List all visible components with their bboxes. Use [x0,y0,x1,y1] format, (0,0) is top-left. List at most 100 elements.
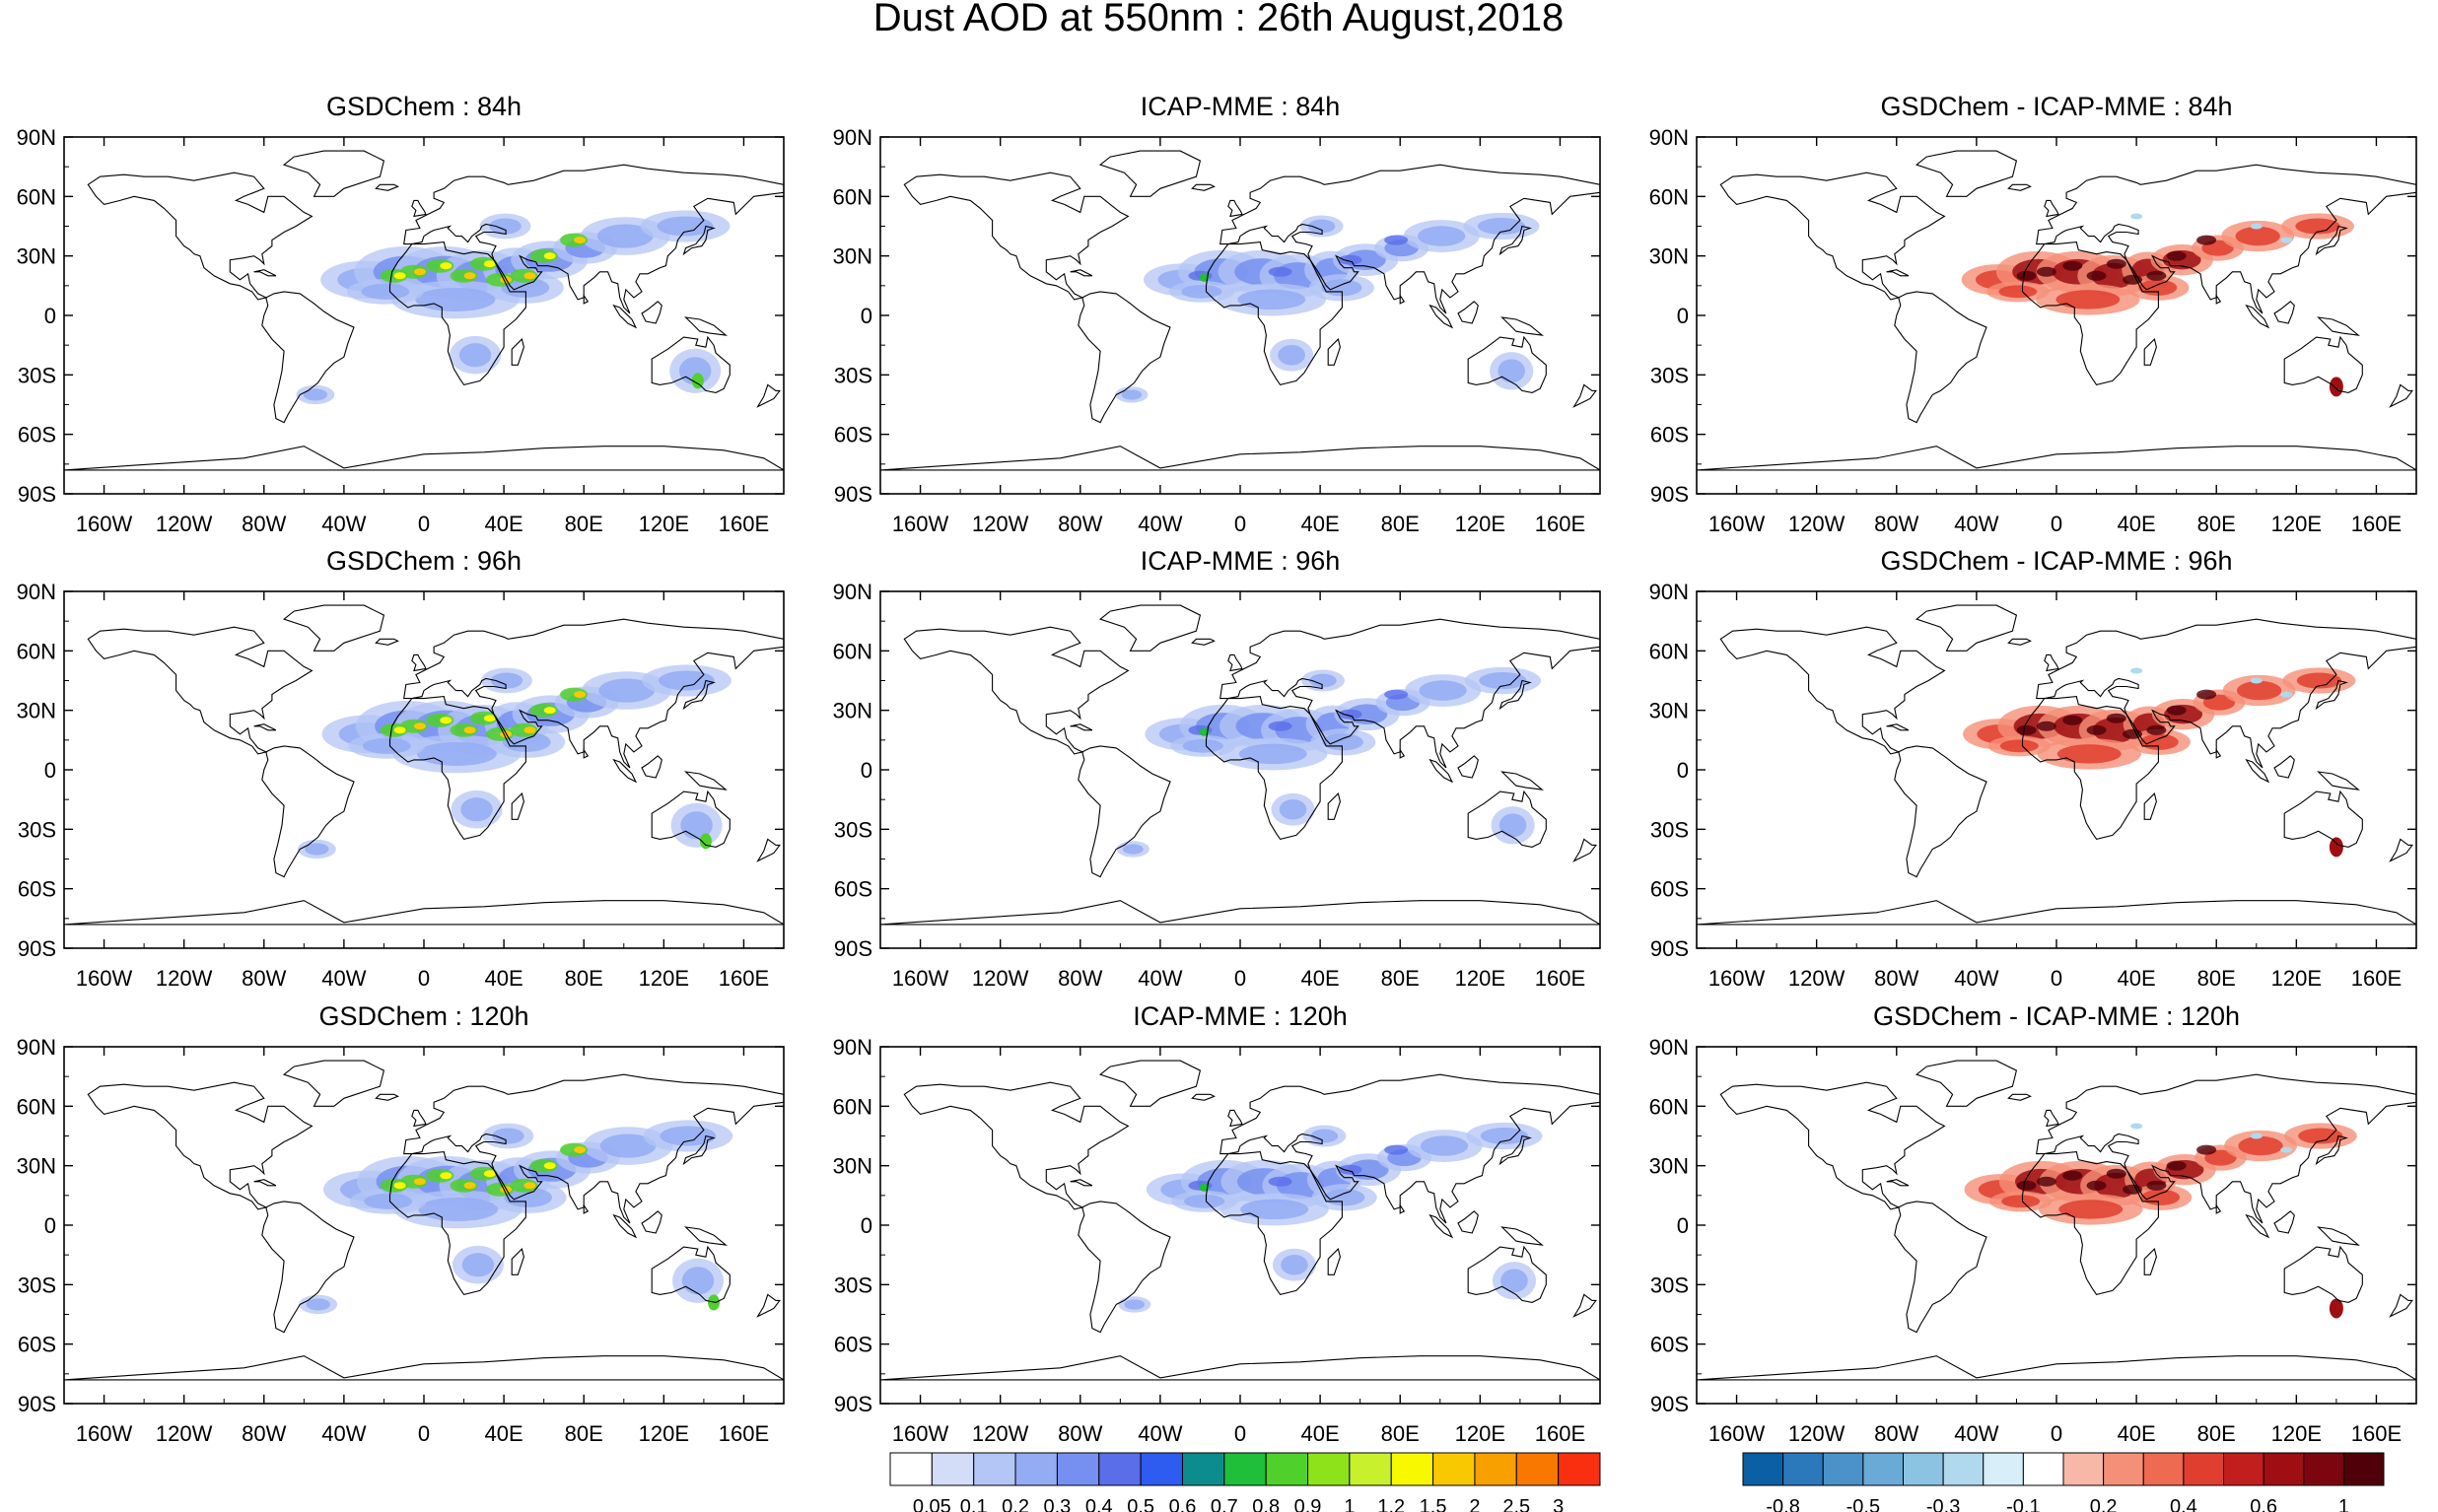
lon-label: 80E [2197,966,2236,991]
coastline-antarctica [64,1355,784,1381]
lon-label: 80E [2197,1421,2236,1446]
dust-hotspot [529,703,558,718]
dust-plume [660,1126,717,1146]
coastline-british-isles [411,199,427,218]
coastline-north-america [903,172,1130,301]
lon-label: 120W [972,512,1029,536]
dust-plume [1309,673,1337,688]
colorbar-swatch [1098,1452,1142,1486]
coastline-madagascar [1327,1248,1341,1275]
lon-label: 160W [1708,512,1766,536]
lon-label: 120W [1788,966,1846,991]
coastline-new-zealand [756,1293,781,1318]
lon-label: 0 [418,966,430,991]
coastline-eurasia [403,1073,784,1224]
lat-label: 90N [1649,580,1689,604]
colorbar-swatch [1742,1452,1784,1486]
lon-label: 0 [2051,966,2062,991]
difference-area [2235,226,2280,246]
coastline-new-guinea [2317,316,2361,336]
lon-label: 120W [1788,512,1846,536]
coastline-eurasia [2036,1073,2416,1224]
coastline-iceland [375,1093,399,1101]
dust-hotspot [691,373,704,389]
lon-label: 160E [719,1421,769,1446]
colorbar-label: -0.8 [1766,1496,1799,1512]
dust-hotspot [1338,1164,1362,1175]
lat-label: 30N [17,1154,56,1179]
lat-label: 0 [44,1213,56,1238]
coastline-antarctica [1697,446,2416,471]
lat-label: 60N [1649,184,1689,209]
coastline-new-guinea [2317,771,2361,790]
lon-label: 80E [565,966,603,991]
dust-plume [1500,1269,1528,1293]
colorbar-label: 2 [1469,1496,1480,1512]
panel-title: ICAP-MME : 120h [1133,1001,1348,1031]
coastline-australia [651,335,731,393]
lon-label: 120W [156,966,213,991]
dust-hotspot [483,260,496,268]
coastline-new-zealand [1572,838,1597,862]
coastline-south-america [261,291,355,424]
coastline-eurasia [2036,618,2416,769]
coastline-british-isles [411,653,427,672]
dust-plume [1477,217,1526,236]
difference-area [2196,689,2217,700]
lon-label: 40E [1301,966,1340,991]
coastline-japan [1498,225,1532,256]
coastline-south-america [1894,291,1987,424]
dust-plume [416,741,497,766]
colorbar-swatch [1307,1452,1351,1486]
difference-area [2001,1195,2041,1208]
dust-plume [1182,739,1223,753]
coastline-borneo [641,1210,662,1234]
dust-hotspot [486,1182,515,1197]
colorbar-swatch [2062,1452,2105,1486]
coastline-sumatra [1428,304,1454,329]
difference-area [2016,1180,2037,1191]
difference-area [1999,739,2039,753]
lon-label: 160E [719,966,769,991]
coastline-sri-lanka [1399,1203,1406,1214]
difference-area [1998,285,2038,299]
lat-label: 30S [1650,1272,1689,1297]
lon-label: 80W [242,512,286,536]
coastline-new-guinea [1500,771,1545,790]
dust-hotspot [483,715,496,722]
lat-label: 30S [834,363,872,387]
coastline-eurasia [403,164,784,314]
dust-hotspot [699,833,712,850]
colorbar-swatch [1223,1452,1267,1486]
colorbar-swatch [889,1452,933,1486]
dust-plume [1419,680,1467,701]
colorbar-swatch [1942,1452,1985,1486]
coastline-north-america [903,1081,1130,1210]
map-panel: GSDChem : 96h 90N 60N 30N 0 30S 60S 90S 160W 120W… [17,546,785,991]
difference-area [2106,713,2126,723]
coastline-australia [1467,1245,1547,1303]
lon-label: 40W [321,512,366,536]
coastline-new-guinea [2317,1226,2361,1246]
colorbar-label: 1 [1344,1496,1355,1512]
coastline-cuba [253,723,277,731]
dust-hotspot [510,722,538,737]
dust-field [64,604,784,926]
dust-hotspot [523,726,536,734]
difference-area [2086,270,2107,281]
dust-hotspot [393,726,406,734]
difference-area [2146,270,2167,281]
lon-label: 40E [2118,1421,2156,1446]
lon-label: 40E [1301,512,1340,536]
dust-plume [1498,813,1527,838]
panel-title: GSDChem - ICAP-MME : 96h [1880,546,2232,576]
coastline-antarctica [880,446,1600,471]
dust-hotspot [543,252,556,260]
coastline-south-america [1078,745,1171,878]
colorbar-label: 2.5 [1502,1496,1530,1512]
coastline-antarctica [64,900,784,926]
coastline-greenland [282,604,385,652]
lon-label: 40W [1138,512,1182,536]
panel-title: GSDChem - ICAP-MME : 120h [1873,1001,2240,1031]
lon-label: 40W [1954,1421,1998,1446]
